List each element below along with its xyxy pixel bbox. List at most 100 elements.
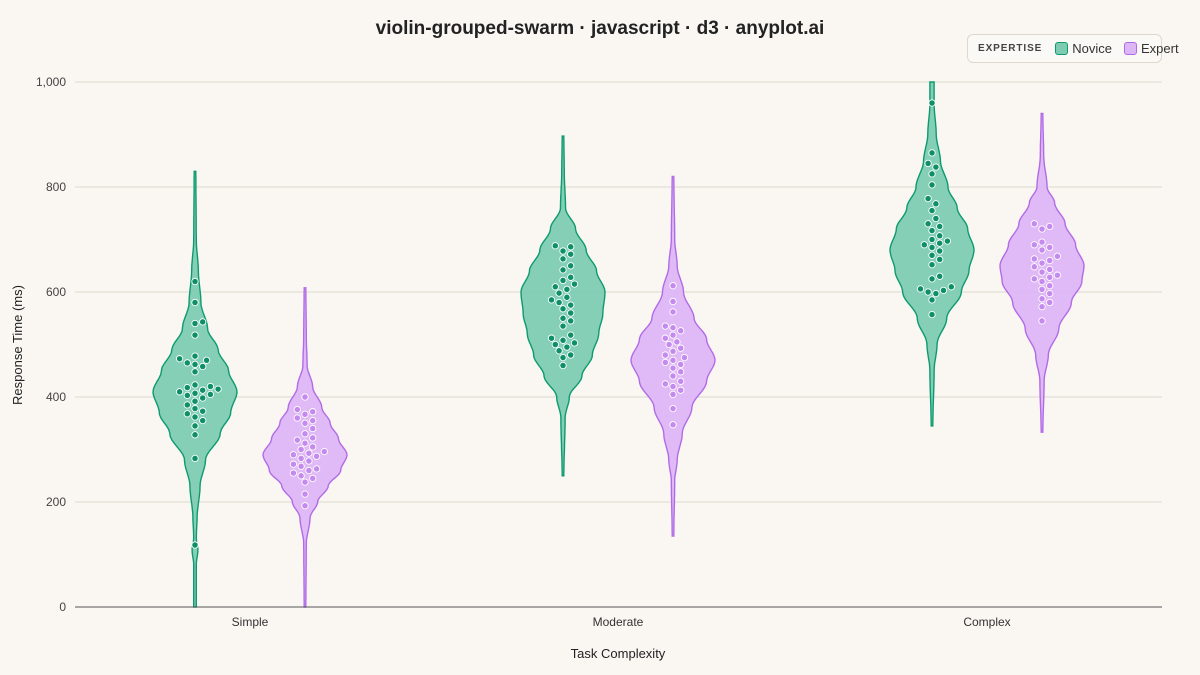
swarm-point-expert-simple: [301, 502, 309, 510]
y-tick-label: 400: [46, 390, 66, 404]
swarm-point-novice-moderate: [563, 285, 571, 294]
swarm-point-novice-simple: [199, 407, 207, 415]
swarm-point-novice-complex: [928, 243, 936, 252]
swarm-point-novice-complex: [924, 194, 932, 203]
swarm-point-novice-complex: [932, 289, 940, 298]
swarm-point-expert-complex: [1046, 282, 1054, 290]
swarm-point-novice-complex: [916, 285, 925, 293]
swarm-point-novice-complex: [928, 149, 936, 157]
swarm-point-expert-complex: [1046, 265, 1054, 274]
legend: EXPERTISE Novice Expert: [967, 34, 1179, 63]
swarm-point-novice-complex: [936, 239, 944, 247]
swarm-point-expert-simple: [305, 466, 313, 475]
swarm-point-expert-moderate: [669, 382, 677, 391]
swarm-point-expert-simple: [305, 449, 313, 457]
swarm-point-novice-simple: [175, 388, 184, 396]
swarm-point-novice-moderate: [570, 339, 579, 347]
swarm-point-novice-complex: [936, 247, 944, 255]
swarm-point-novice-simple: [199, 318, 207, 326]
swarm-point-novice-simple: [206, 382, 215, 391]
swarm-point-expert-complex: [1046, 222, 1054, 231]
swarm-point-novice-moderate: [570, 280, 579, 288]
swarm-point-expert-complex: [1046, 273, 1054, 281]
swarm-point-expert-simple: [289, 451, 298, 459]
legend-title: EXPERTISE: [978, 43, 1043, 54]
y-tick-label: 600: [46, 285, 66, 299]
violin-expert-moderate: [630, 175, 716, 537]
swarm-point-expert-moderate: [669, 390, 677, 399]
swarm-point-expert-complex: [1038, 285, 1046, 294]
swarm-point-novice-simple: [191, 397, 199, 405]
swarm-point-novice-moderate: [567, 309, 575, 317]
violin-novice-simple: [152, 170, 238, 608]
swarm-point-novice-moderate: [567, 331, 575, 339]
swarm-point-expert-moderate: [669, 331, 677, 339]
swarm-point-expert-complex: [1038, 225, 1046, 233]
violin-layer: [152, 81, 1085, 608]
swarm-point-expert-moderate: [680, 353, 689, 362]
swarm-point-novice-complex: [928, 206, 936, 215]
swarm-point-novice-moderate: [547, 334, 556, 342]
swarm-point-novice-complex: [928, 296, 936, 304]
swarm-point-expert-complex: [1038, 246, 1046, 254]
swarm-point-expert-simple: [301, 410, 309, 418]
swarm-point-novice-complex: [924, 288, 932, 296]
swarm-point-expert-moderate: [661, 334, 669, 342]
swarm-point-expert-simple: [297, 462, 305, 470]
violin-expert-simple: [262, 287, 348, 608]
swarm-point-expert-complex: [1030, 275, 1038, 283]
y-tick-label: 1,000: [36, 75, 66, 89]
swarm-point-novice-complex: [947, 283, 955, 291]
swarm-point-expert-simple: [301, 478, 309, 486]
swarm-point-novice-complex: [920, 241, 928, 249]
swarm-point-novice-moderate: [563, 293, 571, 301]
swarm-point-expert-moderate: [677, 327, 685, 335]
swarm-point-novice-complex: [932, 214, 940, 223]
swarm-point-expert-simple: [320, 447, 328, 456]
swarm-point-novice-simple: [191, 381, 199, 389]
swarm-point-expert-complex: [1053, 271, 1062, 279]
swarm-point-expert-complex: [1030, 255, 1038, 263]
swarm-point-novice-simple: [191, 368, 199, 376]
swarm-point-expert-moderate: [661, 351, 669, 359]
swarm-point-novice-complex: [928, 235, 936, 244]
swarm-point-expert-complex: [1038, 268, 1046, 276]
swarm-point-novice-moderate: [559, 266, 567, 274]
swarm-point-novice-moderate: [567, 243, 575, 251]
swarm-point-novice-simple: [191, 331, 199, 339]
swarm-point-expert-simple: [301, 393, 309, 401]
swarm-point-expert-simple: [297, 445, 305, 454]
swarm-point-novice-simple: [191, 360, 199, 369]
axis-layer: 0 200 400 600 800 1,000 Simple Moderate Complex: [36, 75, 1162, 629]
swarm-point-expert-moderate: [669, 308, 677, 316]
swarm-point-novice-complex: [928, 251, 936, 259]
swarm-point-novice-moderate: [559, 314, 567, 322]
swarm-point-novice-simple: [191, 404, 199, 413]
legend-item-novice[interactable]: Novice: [1055, 41, 1112, 56]
swarm-point-novice-complex: [936, 232, 944, 240]
swarm-point-novice-moderate: [559, 336, 567, 344]
swarm-point-expert-simple: [309, 416, 317, 425]
swarm-point-expert-complex: [1053, 252, 1062, 260]
swarm-point-novice-moderate: [551, 283, 559, 291]
swarm-point-novice-simple: [199, 394, 207, 402]
swarm-point-novice-simple: [214, 385, 222, 393]
swarm-point-expert-simple: [309, 424, 317, 433]
swarm-point-novice-moderate: [567, 317, 575, 325]
swarm-point-novice-simple: [199, 416, 207, 425]
dot-layer: [175, 99, 1062, 549]
swarm-point-expert-simple: [297, 472, 305, 480]
x-tick-label-moderate: Moderate: [593, 615, 644, 629]
swarm-point-expert-complex: [1046, 256, 1054, 265]
swarm-point-expert-simple: [309, 408, 317, 416]
swarm-point-novice-moderate: [563, 343, 571, 351]
swarm-point-expert-moderate: [665, 340, 673, 349]
legend-item-expert[interactable]: Expert: [1123, 41, 1179, 56]
swarm-point-expert-simple: [309, 474, 317, 483]
swarm-point-expert-simple: [305, 457, 313, 465]
swarm-point-expert-simple: [309, 443, 317, 451]
swarm-point-novice-complex: [924, 220, 932, 228]
swarm-point-expert-moderate: [661, 322, 669, 330]
swarm-point-novice-simple: [206, 390, 215, 399]
